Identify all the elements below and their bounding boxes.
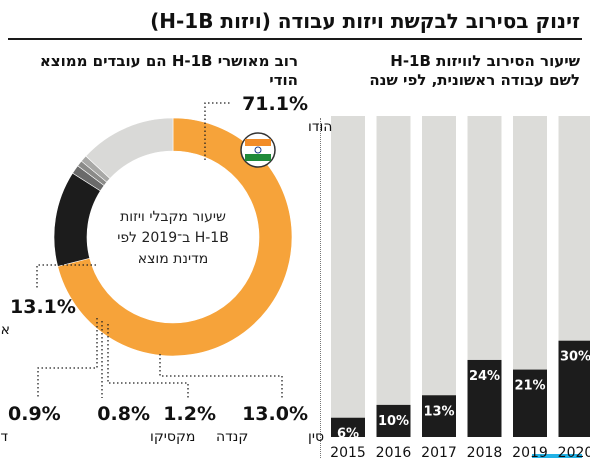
slice-value-china: 13.0%: [242, 403, 308, 425]
donut-center-text: H-1B ב־2019 לפי: [117, 230, 229, 246]
slice-label-mexico: מקסיקו: [150, 429, 195, 445]
donut-center-text: שיעור מקבלי ויזות: [120, 209, 226, 225]
x-tick-label: 2020: [558, 445, 590, 461]
leader-china: [159, 354, 283, 398]
bar-value-label: 10%: [378, 414, 409, 429]
bar-chart-subtitle-line1: שיעור הסירוב לוויזות H-1B: [390, 52, 580, 70]
leader-korea: [37, 318, 98, 398]
title-rule: [8, 38, 582, 40]
page-title: זינוק בסירוב לבקשת ויזות עבודה (ויזות H-…: [150, 9, 580, 33]
slice-value-india: 71.1%: [242, 93, 308, 115]
leader-india: [204, 102, 232, 160]
bar-value-label: 24%: [469, 369, 500, 384]
slice-label-india: הודו: [308, 119, 332, 135]
slice-value-korea: 0.9%: [8, 403, 61, 425]
bar-value-label: 21%: [514, 379, 545, 394]
bar-chart-subtitle: שיעור הסירוב לוויזות H-1B לשם עבודה ראשו…: [330, 52, 580, 90]
slice-india: [57, 117, 293, 357]
india-flag-icon: [240, 132, 276, 168]
slice-other: [85, 117, 174, 179]
bar-2020: [558, 340, 590, 437]
slice-value-canada: 1.2%: [163, 403, 216, 425]
slice-label-canada: קנדה: [216, 429, 248, 445]
x-tick-label: 2016: [376, 445, 412, 461]
bar-2017: [422, 395, 456, 437]
x-tick-label: 2019: [512, 445, 548, 461]
bar-value-label: 6%: [337, 427, 359, 442]
donut-center-text: מדינת מוצא: [138, 251, 209, 267]
donut-chart-subtitle: רוב מאושרי H-1B הם עובדים ממוצא הודי: [39, 52, 298, 89]
bar-2018: [467, 359, 502, 437]
bar-chart-subtitle-line2: לשם עבודה ראשונית, לפי שנה: [369, 71, 580, 89]
bar-value-label: 30%: [560, 350, 590, 365]
bar-background: [331, 116, 365, 437]
slice-value-mexico: 0.8%: [97, 403, 150, 425]
slice-label-china: סין: [308, 429, 324, 445]
slice-value-other: 13.1%: [10, 296, 76, 318]
bar-2015: [331, 417, 365, 437]
slice-label-other: אחר: [0, 322, 10, 338]
leader-canada: [107, 324, 189, 398]
slice-china: [53, 172, 101, 267]
bar-background: [422, 116, 456, 437]
x-tick-label: 2017: [421, 445, 457, 461]
section-divider: [320, 118, 321, 458]
x-tick-label: 2015: [330, 445, 366, 461]
accent-bar: [532, 454, 582, 458]
bar-value-label: 13%: [423, 404, 454, 419]
bar-2019: [513, 369, 547, 437]
bar-2016: [376, 404, 411, 437]
slice-label-korea: ד.קוריאה: [0, 429, 8, 445]
bar-background: [376, 116, 411, 437]
x-tick-label: 2018: [467, 445, 503, 461]
